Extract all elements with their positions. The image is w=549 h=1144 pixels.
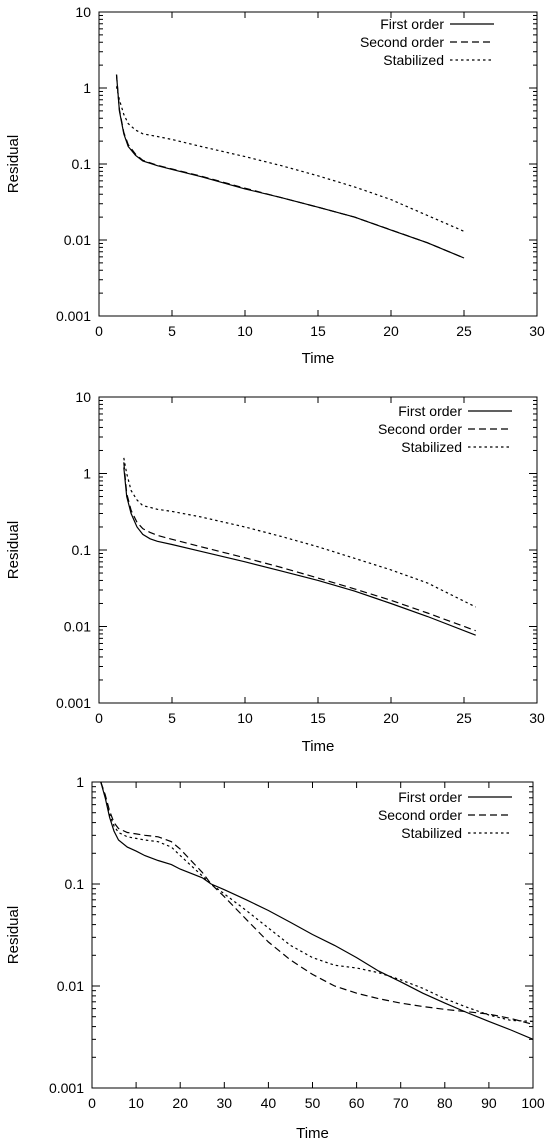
legend-label: Stabilized: [401, 825, 462, 841]
x-tick-label: 20: [172, 1095, 188, 1111]
x-tick-label: 40: [261, 1095, 277, 1111]
y-tick-label: 0.01: [64, 619, 91, 635]
x-axis-label: Time: [296, 1125, 329, 1142]
series-line-stabilized: [123, 457, 476, 608]
chart-panel-2: 0 5 10 15 20 25 30 0.001 0.01 0.1 1 10 Time Residual F…: [5, 389, 545, 755]
y-tick-label: 0.1: [65, 876, 85, 892]
legend-label: First order: [380, 16, 444, 32]
legend-label: Stabilized: [401, 439, 462, 455]
x-tick-label: 90: [481, 1095, 497, 1111]
legend-label: Second order: [378, 807, 462, 823]
y-tick-label: 0.01: [57, 978, 84, 994]
x-tick-label: 10: [237, 710, 253, 726]
series-line-second-order: [115, 74, 465, 259]
x-tick-label: 0: [95, 710, 103, 726]
x-tick-label: 20: [383, 323, 399, 339]
legend-label: Stabilized: [383, 52, 444, 68]
x-axis-label: Time: [302, 350, 335, 367]
series-line-first-order: [123, 467, 476, 636]
y-tick-label: 0.001: [56, 308, 91, 324]
x-axis-label: Time: [302, 738, 335, 755]
series-line-second-order: [100, 781, 534, 1025]
x-tick-label: 0: [95, 323, 103, 339]
y-tick-label: 0.001: [56, 695, 91, 711]
y-tick-label: 0.1: [72, 156, 92, 172]
x-tick-label: 50: [305, 1095, 321, 1111]
series-line-stabilized: [100, 781, 534, 1022]
x-tick-label: 10: [237, 323, 253, 339]
series-line-stabilized: [115, 86, 465, 232]
x-tick-label: 30: [217, 1095, 233, 1111]
chart-panel-1: 0 5 10 15 20 25 30 0.001 0.01 0.1 1 10 Time Residual F…: [5, 4, 545, 367]
x-tick-label: 60: [349, 1095, 365, 1111]
y-tick-label: 1: [83, 80, 91, 96]
x-tick-label: 100: [521, 1095, 545, 1111]
series-line-first-order: [100, 781, 534, 1040]
y-tick-label: 10: [75, 4, 91, 20]
x-tick-label: 30: [529, 710, 545, 726]
y-axis-label: Residual: [5, 906, 22, 964]
y-tick-label: 0.001: [49, 1080, 84, 1096]
x-tick-label: 0: [88, 1095, 96, 1111]
x-tick-label: 5: [168, 323, 176, 339]
legend-label: Second order: [378, 421, 462, 437]
y-tick-label: 1: [83, 466, 91, 482]
y-tick-label: 0.01: [64, 232, 91, 248]
plot-frame: [98, 11, 538, 317]
plot-frame: [98, 396, 538, 704]
y-axis-label: Residual: [5, 521, 22, 579]
series-line-first-order: [115, 74, 465, 259]
y-tick-label: 0.1: [72, 542, 92, 558]
chart-panel-3: 0 10 20 30 40 50 60 70 80 90 100 0.001 0.01 0.1 1 Time R…: [5, 774, 545, 1142]
x-tick-label: 25: [456, 323, 472, 339]
y-tick-label: 10: [75, 389, 91, 405]
legend-label: First order: [398, 403, 462, 419]
x-tick-label: 5: [168, 710, 176, 726]
x-tick-label: 30: [529, 323, 545, 339]
x-tick-label: 80: [437, 1095, 453, 1111]
x-tick-label: 70: [393, 1095, 409, 1111]
x-tick-label: 15: [310, 323, 326, 339]
x-tick-label: 25: [456, 710, 472, 726]
series-line-second-order: [123, 462, 476, 632]
x-tick-label: 10: [128, 1095, 144, 1111]
legend-label: First order: [398, 789, 462, 805]
y-tick-label: 1: [76, 774, 84, 790]
legend-label: Second order: [360, 34, 444, 50]
y-axis-label: Residual: [5, 135, 22, 193]
x-tick-label: 20: [383, 710, 399, 726]
x-tick-label: 15: [310, 710, 326, 726]
